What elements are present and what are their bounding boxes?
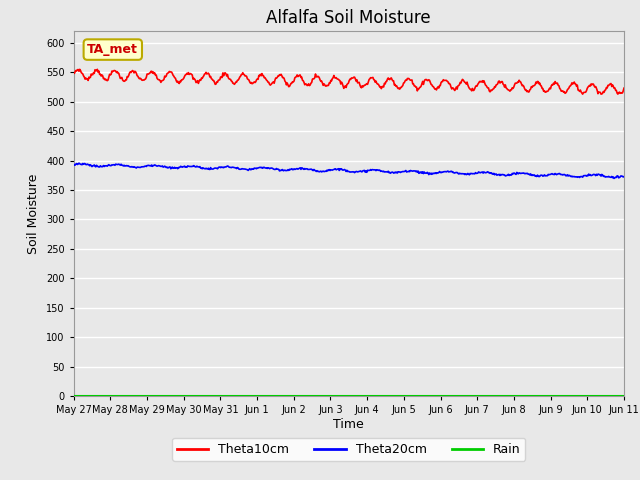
X-axis label: Time: Time [333, 418, 364, 431]
Text: TA_met: TA_met [88, 43, 138, 56]
Legend: Theta10cm, Theta20cm, Rain: Theta10cm, Theta20cm, Rain [172, 438, 525, 461]
Y-axis label: Soil Moisture: Soil Moisture [28, 173, 40, 254]
Title: Alfalfa Soil Moisture: Alfalfa Soil Moisture [266, 9, 431, 27]
